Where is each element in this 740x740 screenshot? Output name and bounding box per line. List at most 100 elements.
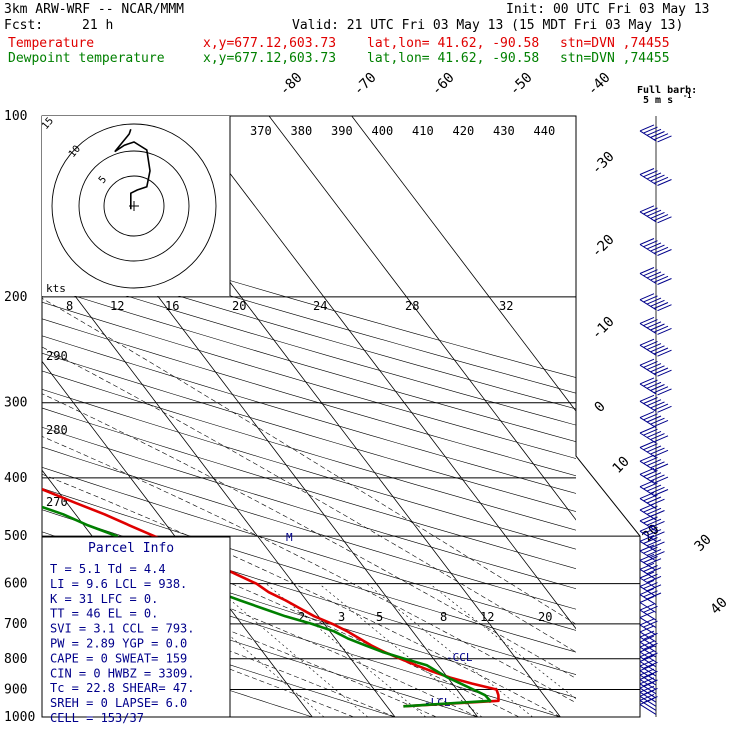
dry-adiabat xyxy=(42,407,576,569)
theta-label: 420 xyxy=(453,124,475,138)
wind-barb xyxy=(639,338,672,357)
speed-tick-label: 16 xyxy=(165,299,179,313)
dry-adiabat xyxy=(42,223,576,378)
dewpoint-profile xyxy=(42,505,492,708)
speed-tick-label: 24 xyxy=(313,299,327,313)
isotherm-label: 0 xyxy=(592,399,609,416)
wind-barb xyxy=(639,659,658,677)
isotherm-line xyxy=(42,360,313,717)
theta-label: 380 xyxy=(291,124,313,138)
wind-barb xyxy=(639,441,669,458)
wind-barb xyxy=(639,205,672,224)
wind-barb xyxy=(639,534,665,552)
parcel-box xyxy=(41,536,231,718)
isotherm-line xyxy=(351,116,576,412)
wind-barb xyxy=(639,677,658,695)
pressure-tick-label: 300 xyxy=(4,396,27,411)
m-marker: M xyxy=(286,531,293,544)
theta-label: 400 xyxy=(372,124,394,138)
wind-barb xyxy=(639,514,665,532)
dry-adiabat xyxy=(42,352,576,512)
isotherm-line xyxy=(186,116,576,630)
isotherm-line xyxy=(268,116,576,521)
wind-barb xyxy=(639,316,672,335)
direction-label: 290 xyxy=(46,349,68,363)
valid-time: Valid: 21 UTC Fri 03 May 13 (15 MDT Fri … xyxy=(292,18,684,33)
wind-barb xyxy=(639,571,662,589)
theta-label: 410 xyxy=(412,124,434,138)
theta-label: 370 xyxy=(250,124,272,138)
parcel-row: TT = 46 EL = 0. xyxy=(50,607,158,621)
isotherm-label: -10 xyxy=(589,314,618,343)
wind-barb xyxy=(639,492,665,510)
mixing-ratio-label: 8 xyxy=(440,610,447,624)
wind-barb xyxy=(639,650,658,668)
wind-barb xyxy=(639,544,665,562)
wind-barb xyxy=(639,588,662,606)
wind-barb xyxy=(639,168,672,186)
dry-adiabat xyxy=(42,446,576,610)
dry-adiabat xyxy=(42,238,576,394)
wind-barb xyxy=(639,553,662,571)
wind-barb xyxy=(639,655,657,672)
isotherm-label: -50 xyxy=(507,70,536,99)
wind-barb xyxy=(639,640,658,658)
wind-barb xyxy=(639,635,657,653)
wind-barb xyxy=(639,454,669,472)
wind-barb xyxy=(639,124,672,143)
speed-tick-label: 28 xyxy=(405,299,419,313)
dry-adiabat xyxy=(42,254,576,410)
mixing-ratio-label: 20 xyxy=(538,610,552,624)
speed-tick-label: 32 xyxy=(499,299,513,313)
pressure-tick-label: 100 xyxy=(4,109,27,124)
dry-adiabat xyxy=(42,487,576,653)
parcel-row: PW = 2.89 YGP = 0.0 xyxy=(50,637,187,651)
theta-label: 430 xyxy=(493,124,515,138)
dewpoint-stn: stn=DVN ,74455 xyxy=(560,51,670,66)
pressure-tick-label: 400 xyxy=(4,471,27,486)
parcel-row: LI = 9.6 LCL = 938. xyxy=(50,577,187,591)
parcel-row: T = 5.1 Td = 4.4 xyxy=(50,562,166,576)
temperature-xy: x,y=677.12,603.73 xyxy=(203,36,337,51)
model-title: 3km ARW-WRF -- NCAR/MMM xyxy=(4,2,185,17)
dewpoint-latlon: lat,lon= 41.62, -90.58 xyxy=(367,51,540,66)
wind-barb xyxy=(639,693,658,711)
pressure-tick-label: 900 xyxy=(4,682,27,697)
dewpoint-xy: x,y=677.12,603.73 xyxy=(203,51,337,66)
isotherm-label: 40 xyxy=(708,595,731,618)
init-time: Init: 00 UTC Fri 03 May 13 xyxy=(506,2,710,17)
wind-barb xyxy=(639,664,657,682)
hodograph-trace xyxy=(114,128,151,210)
direction-label: 280 xyxy=(46,423,68,437)
temperature-latlon: lat,lon= 41.62, -90.58 xyxy=(367,36,540,51)
speed-tick-label: 12 xyxy=(110,299,124,313)
isotherm-label: 10 xyxy=(610,454,633,477)
dry-adiabat xyxy=(42,285,576,442)
wind-barb xyxy=(639,411,669,429)
temperature-legend: Temperature xyxy=(8,36,95,51)
wind-barb xyxy=(639,673,657,690)
wind-key-superscript: -1 xyxy=(683,92,691,100)
wind-barb xyxy=(639,645,657,663)
dry-adiabat xyxy=(42,426,576,590)
parcel-row: CAPE = 0 SWEAT= 159 xyxy=(50,651,187,665)
dry-adiabat xyxy=(42,301,576,459)
isotherm-label: -60 xyxy=(429,70,458,99)
speed-tick-label: 8 xyxy=(66,299,73,313)
pressure-tick-label: 700 xyxy=(4,617,27,632)
mixing-ratio-label: 5 xyxy=(376,610,383,624)
ccl-marker: -CCL xyxy=(446,651,473,664)
wind-barb xyxy=(639,293,672,312)
sounding-profiles xyxy=(42,487,500,708)
wind-barb xyxy=(639,358,672,377)
parcel-row: SVI = 3.1 CCL = 793. xyxy=(50,622,195,636)
wind-key-units: 5 m s xyxy=(643,95,673,106)
pressure-tick-label: 500 xyxy=(4,529,27,544)
isotherm-label: -20 xyxy=(589,232,618,261)
moist-adiabat xyxy=(42,297,576,625)
hodograph-ring xyxy=(78,150,190,262)
wind-barb xyxy=(639,238,672,256)
temperature-profile xyxy=(42,487,500,708)
